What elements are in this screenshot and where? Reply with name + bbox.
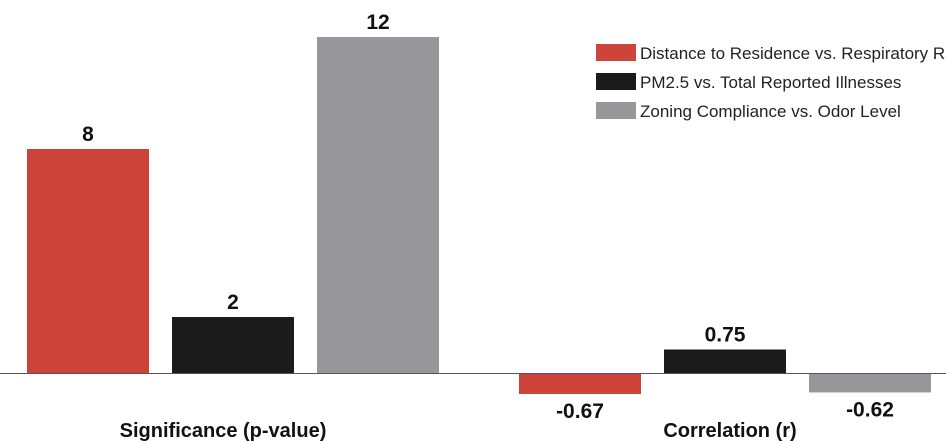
bar-correlation-distance — [519, 373, 641, 394]
legend-label-zoning: Zoning Compliance vs. Odor Level — [640, 102, 901, 121]
data-label-significance-distance: 8 — [82, 123, 94, 146]
category-label-significance: Significance (p-value) — [120, 420, 327, 442]
bar-significance-zoning — [317, 37, 439, 373]
legend-swatch-distance — [596, 44, 636, 61]
data-labels-layer: 8 2 12 -0.67 0.75 -0.62 — [82, 11, 894, 423]
category-labels-layer: Significance (p-value) Correlation (r) — [120, 420, 797, 442]
data-label-correlation-distance: -0.67 — [556, 400, 604, 423]
category-label-correlation: Correlation (r) — [663, 420, 796, 442]
legend-label-pm25: PM2.5 vs. Total Reported Illnesses — [640, 73, 901, 92]
data-label-significance-zoning: 12 — [366, 11, 389, 34]
legend-swatch-zoning — [596, 102, 636, 119]
data-label-correlation-pm25: 0.75 — [705, 324, 746, 347]
legend-label-distance: Distance to Residence vs. Respiratory Ra… — [640, 44, 946, 63]
bar-significance-pm25 — [172, 317, 294, 373]
data-label-significance-pm25: 2 — [227, 291, 239, 314]
bar-correlation-zoning — [809, 373, 931, 393]
bar-significance-distance — [27, 149, 149, 373]
data-label-correlation-zoning: -0.62 — [846, 398, 894, 421]
legend: Distance to Residence vs. Respiratory Ra… — [596, 44, 946, 121]
bar-correlation-pm25 — [664, 349, 786, 373]
bars-layer — [27, 37, 931, 394]
legend-swatch-pm25 — [596, 73, 636, 90]
